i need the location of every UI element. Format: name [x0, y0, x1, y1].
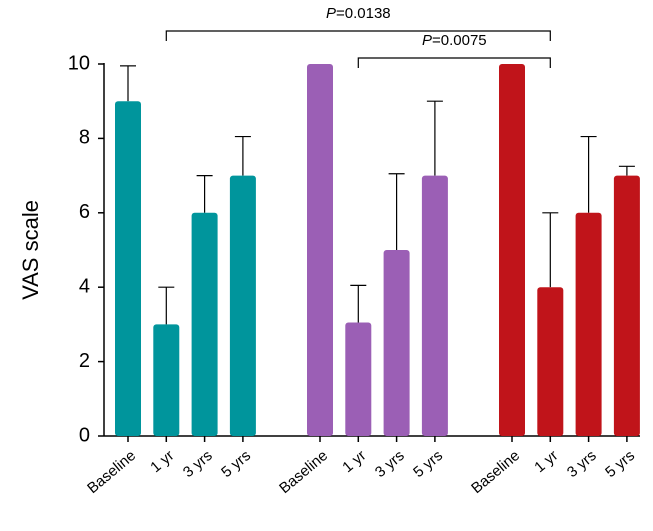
y-tick-label: 4: [79, 275, 90, 297]
bar: [307, 64, 333, 436]
p-text: =0.0138: [336, 5, 391, 22]
bar: [421, 175, 448, 436]
x-tick-label: 1 yr: [147, 447, 177, 476]
y-axis-label: VAS scale: [18, 200, 43, 300]
bar: [229, 175, 256, 436]
x-tick-label: 5 yrs: [410, 447, 446, 481]
p-value: P=0.0138: [326, 5, 391, 22]
p-text: =0.0075: [432, 32, 487, 49]
significance-bracket: [357, 57, 551, 68]
x-tick-label: 5 yrs: [602, 447, 638, 481]
x-tick-label: Baseline: [276, 447, 331, 497]
p-value: P=0.0075: [422, 32, 487, 49]
x-tick-label: 3 yrs: [372, 447, 408, 481]
bar: [153, 324, 180, 436]
x-tick-label: Baseline: [468, 447, 523, 497]
x-tick-label: 1 yr: [531, 447, 561, 476]
bar: [383, 250, 410, 436]
y-tick-label: 10: [68, 52, 90, 74]
bar: [191, 212, 218, 436]
y-tick-label: 6: [79, 201, 90, 223]
p-italic: P: [422, 32, 432, 49]
bar: [613, 175, 640, 436]
y-tick-label: 8: [79, 127, 90, 149]
y-tick-label: 0: [79, 424, 90, 446]
x-tick-label: 1 yr: [339, 447, 369, 476]
y-tick-label: 2: [79, 350, 90, 372]
x-tick-label: Baseline: [84, 447, 139, 497]
x-tick-label: 3 yrs: [564, 447, 600, 481]
bar: [575, 212, 602, 436]
bar: [499, 64, 525, 436]
bar: [115, 101, 141, 436]
x-tick-label: 3 yrs: [180, 447, 216, 481]
bar: [537, 287, 564, 436]
x-tick-label: 5 yrs: [218, 447, 254, 481]
significance-bracket: [165, 30, 551, 41]
bar: [345, 322, 372, 436]
p-italic: P: [326, 5, 336, 22]
